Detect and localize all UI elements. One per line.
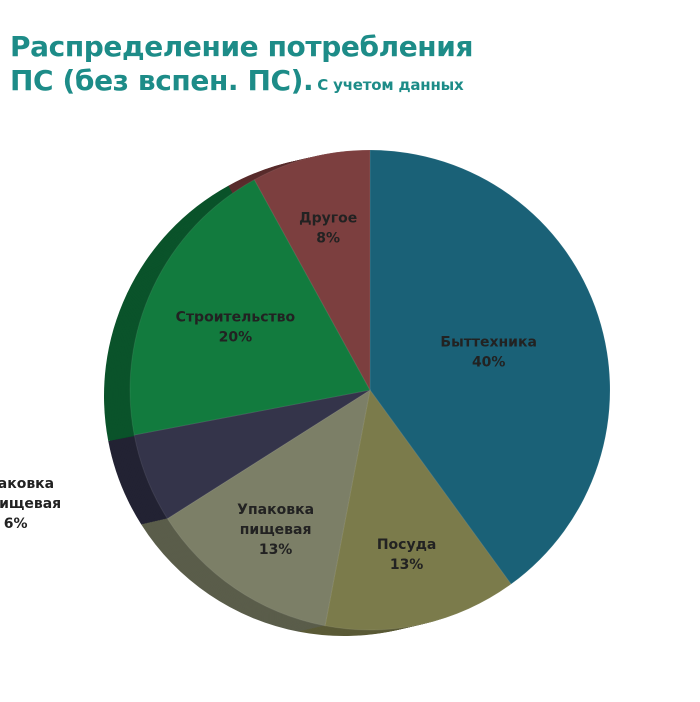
slice-value-label-упаковка-непищевая: 6% bbox=[4, 516, 28, 532]
slice-value-label-упаковка-пищевая: 13% bbox=[259, 542, 293, 558]
chart-title: Распределение потребления ПС (без вспен.… bbox=[10, 30, 473, 102]
pie-slice-строительство bbox=[129, 179, 371, 436]
pie-slice-посуда bbox=[324, 388, 512, 631]
pie-labels: Быттехника 40% Посуда 13% Упаковка пищевая 13%… bbox=[0, 210, 537, 573]
slice-label-посуда: Посуда bbox=[377, 537, 437, 553]
slice-value-label-строительство: 20% bbox=[219, 330, 253, 346]
pie-slice-другое bbox=[253, 149, 371, 391]
slice-label-упаковка-пищевая: пищевая bbox=[240, 522, 312, 538]
slice-label-другое: Другое bbox=[299, 210, 357, 226]
title-line-2: ПС (без вспен. ПС). С учетом данных bbox=[10, 64, 473, 102]
slice-label-строительство: Строительство bbox=[176, 310, 296, 326]
title-line-2-text: ПС (без вспен. ПС). bbox=[10, 64, 314, 97]
pie-slice-упаковка-непищевая bbox=[133, 389, 371, 520]
slice-label-упаковка-непищевая: непищевая bbox=[0, 496, 61, 512]
pie-slice-быттехника bbox=[369, 149, 611, 585]
slice-value-label-быттехника: 40% bbox=[472, 354, 506, 370]
pie-slices bbox=[129, 149, 611, 631]
slice-label-упаковка-непищевая: Упаковка bbox=[0, 476, 54, 492]
pie-slice-упаковка-пищевая bbox=[166, 388, 371, 627]
slice-value-label-посуда: 13% bbox=[390, 557, 424, 573]
slice-value-label-другое: 8% bbox=[316, 230, 340, 246]
slice-label-быттехника: Быттехника bbox=[440, 334, 537, 350]
slice-label-упаковка-пищевая: Упаковка bbox=[237, 502, 314, 518]
chart-subtitle: С учетом данных bbox=[317, 76, 464, 94]
title-line-1: Распределение потребления bbox=[10, 30, 474, 63]
